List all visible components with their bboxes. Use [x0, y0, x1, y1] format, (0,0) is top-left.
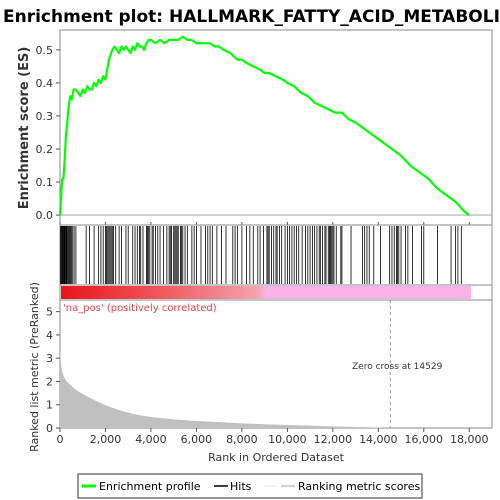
metric-ytick-label: 4 — [46, 329, 53, 342]
heat-bar-fill — [61, 286, 471, 299]
hits-marks — [60, 226, 462, 284]
es-panel-ticks: 0.0 0.1 0.2 0.3 0.4 0.5 — [36, 44, 492, 225]
es-panel-frame — [59, 29, 493, 226]
metric-xtick-label: 18,000 — [450, 433, 489, 446]
metric-ytick-label: 2 — [46, 375, 53, 388]
metric-xtick-label: 8,000 — [226, 433, 258, 446]
metric-ytick-label: 0 — [46, 422, 53, 435]
metric-xtick-label: 2,000 — [90, 433, 122, 446]
legend-hits-label: Hits — [230, 480, 252, 493]
metric-xtick-label: 14,000 — [359, 433, 398, 446]
metric-xtick-label: 10,000 — [268, 433, 307, 446]
metric-area-fill — [60, 348, 391, 428]
es-ytick-label: 0.5 — [36, 44, 54, 57]
zero-cross-label: Zero cross at 14529 — [352, 362, 443, 372]
es-ytick-label: 0.1 — [36, 176, 54, 189]
es-ytick-label: 0.3 — [36, 110, 54, 123]
es-profile-line — [58, 35, 470, 216]
metric-ytick-label: 3 — [46, 352, 53, 365]
legend-box — [77, 473, 423, 499]
metric-axis-label: Ranked list metric (PreRanked) — [28, 282, 41, 452]
es-ytick-label: 0.0 — [36, 209, 54, 222]
metric-ytick-label: 1 — [46, 399, 53, 412]
metric-xtick-label: 16,000 — [405, 433, 444, 446]
positive-correlated-label: 'na_pos' (positively correlated) — [63, 303, 217, 314]
metric-xtick-label: 12,000 — [314, 433, 353, 446]
metric-xtick-label: 4,000 — [135, 433, 167, 446]
es-axis-label: Enrichment score (ES) — [17, 47, 32, 210]
es-panel-profile — [58, 35, 470, 216]
x-axis-label: Rank in Ordered Dataset — [208, 451, 345, 464]
chart-title: Enrichment plot: HALLMARK_FATTY_ACID_MET… — [3, 7, 500, 27]
es-ytick-label: 0.4 — [36, 77, 54, 90]
es-ytick-label: 0.2 — [36, 143, 54, 156]
metric-xtick-label: 0 — [57, 433, 64, 446]
legend-profile-label: Enrichment profile — [99, 480, 201, 493]
metric-xtick-label: 6,000 — [181, 433, 213, 446]
legend-metric-label: Ranking metric scores — [298, 480, 420, 493]
metric-panel-ticks: 0 1 2 3 4 5 0 2,000 4,000 6,000 8,000 10,000 12,000 1… — [46, 306, 489, 446]
metric-area — [60, 348, 391, 428]
metric-ytick-label: 5 — [46, 306, 53, 319]
